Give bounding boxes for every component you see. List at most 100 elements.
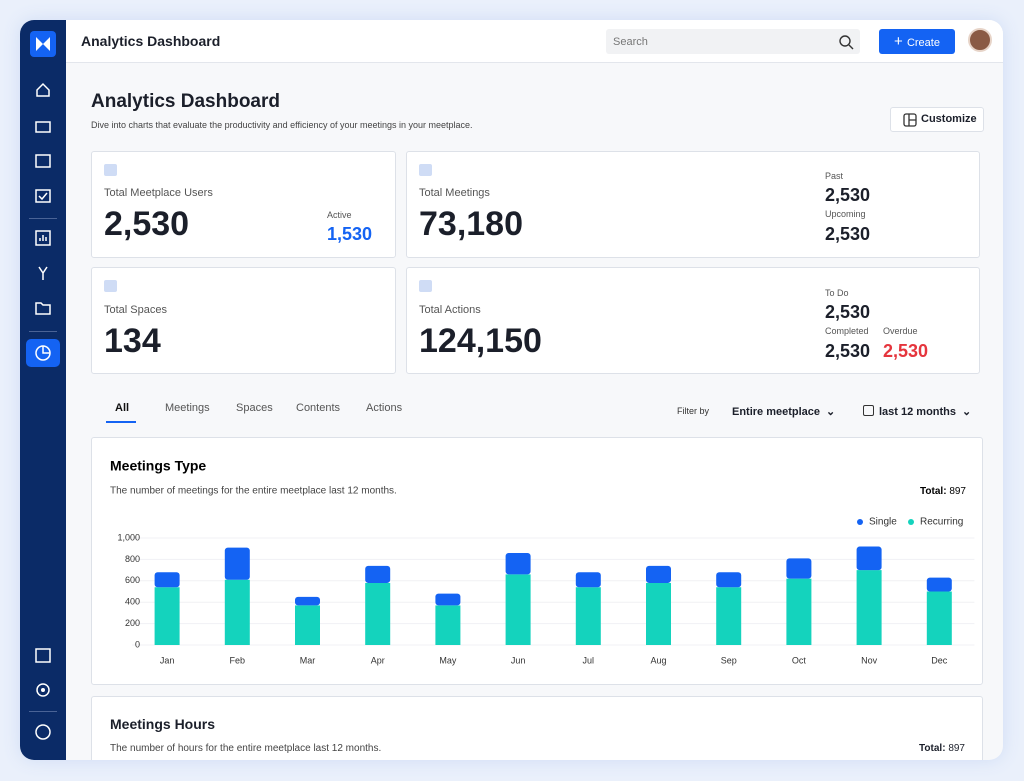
bar-segment bbox=[575, 572, 601, 588]
nav-settings[interactable] bbox=[31, 678, 55, 702]
x-tick-label: May bbox=[439, 655, 457, 665]
period-dropdown[interactable]: last 12 months ⌄ bbox=[863, 405, 971, 418]
bar-segment bbox=[295, 605, 320, 645]
customize-label: Customize bbox=[921, 113, 977, 125]
nav-help[interactable] bbox=[31, 720, 55, 744]
panel-subtitle: The number of hours for the entire meetp… bbox=[110, 743, 382, 754]
stat-value: 2,530 bbox=[104, 205, 190, 243]
header-title: Analytics Dashboard bbox=[81, 33, 221, 49]
stat-label: Total Meetplace Users bbox=[104, 187, 213, 199]
period-value: last 12 months bbox=[879, 406, 957, 418]
nav-store[interactable] bbox=[31, 643, 55, 667]
x-tick-label: Nov bbox=[861, 655, 878, 665]
total-label: Total: bbox=[920, 486, 946, 497]
bar-segment bbox=[716, 587, 742, 645]
y-tick-label: 200 bbox=[125, 618, 140, 628]
bar-segment bbox=[154, 587, 180, 645]
bar-segment bbox=[716, 572, 742, 588]
bar-segment bbox=[224, 547, 250, 580]
customize-icon bbox=[903, 113, 917, 127]
total-label: Total: bbox=[919, 743, 946, 754]
stat-card-meetings: Total Meetings 73,180 Past 2,530 Upcomin… bbox=[406, 151, 980, 258]
bar-segment bbox=[365, 565, 391, 583]
todo-label: To Do bbox=[825, 288, 849, 298]
past-label: Past bbox=[825, 171, 844, 181]
card-icon bbox=[104, 164, 117, 176]
stat-card-actions: Total Actions 124,150 To Do 2,530 Comple… bbox=[406, 267, 980, 374]
upcoming-value: 2,530 bbox=[825, 224, 871, 244]
x-tick-label: Apr bbox=[371, 655, 385, 665]
upcoming-label: Upcoming bbox=[825, 209, 866, 219]
bar-segment bbox=[786, 558, 812, 579]
tab[interactable]: Spaces bbox=[236, 402, 273, 414]
customize-button[interactable]: Customize bbox=[890, 107, 984, 132]
x-tick-label: Aug bbox=[650, 655, 666, 665]
stat-card-users: Total Meetplace Users 2,530 Active 1,530 bbox=[91, 151, 396, 258]
bar-segment bbox=[926, 577, 952, 592]
bar-segment bbox=[154, 572, 180, 588]
chart-total: Total: 897 bbox=[920, 486, 966, 497]
app-frame: Analytics Dashboard Search + Create Anal… bbox=[20, 20, 1003, 760]
tab[interactable]: Contents bbox=[296, 402, 341, 414]
x-tick-label: Jan bbox=[160, 655, 175, 665]
nav-spaces[interactable] bbox=[31, 114, 55, 138]
nav-calendar[interactable] bbox=[31, 149, 55, 173]
nav-files[interactable] bbox=[31, 296, 55, 320]
tab[interactable]: Actions bbox=[366, 402, 403, 414]
x-tick-label: Jun bbox=[511, 655, 526, 665]
page-title: Analytics Dashboard bbox=[91, 91, 280, 112]
separator bbox=[29, 331, 57, 332]
search-box[interactable]: Search bbox=[606, 29, 860, 54]
panel-total: Total: 897 bbox=[919, 743, 965, 754]
search-icon bbox=[839, 35, 854, 50]
chevron: ⌄ bbox=[826, 406, 836, 418]
nav-flows[interactable] bbox=[31, 261, 55, 285]
legend-swatch bbox=[857, 519, 863, 525]
card-icon bbox=[419, 164, 432, 176]
separator bbox=[29, 218, 57, 219]
calendar-icon bbox=[863, 405, 874, 416]
legend-swatch bbox=[908, 519, 914, 525]
nav-reports[interactable] bbox=[31, 226, 55, 250]
bar-segment bbox=[224, 579, 250, 645]
logo[interactable] bbox=[30, 31, 56, 57]
scope-value: Entire meetplace bbox=[732, 406, 821, 418]
logo-icon bbox=[36, 37, 50, 51]
stat-value: 134 bbox=[104, 322, 161, 360]
stat-label: Total Meetings bbox=[419, 187, 490, 199]
scope-dropdown[interactable]: Entire meetplace ⌄ bbox=[732, 405, 835, 418]
tab-active[interactable]: All bbox=[115, 402, 130, 414]
stat-label: Total Spaces bbox=[104, 304, 167, 316]
nav-tasks[interactable] bbox=[31, 184, 55, 208]
bar-segment bbox=[575, 587, 601, 645]
tab[interactable]: Meetings bbox=[165, 402, 210, 414]
y-tick-label: 400 bbox=[125, 597, 140, 607]
filter-label: Filter by bbox=[677, 406, 710, 416]
x-tick-label: Mar bbox=[300, 655, 316, 665]
bar-segment bbox=[435, 605, 461, 645]
legend-label: Recurring bbox=[920, 517, 963, 528]
total-value: 897 bbox=[948, 743, 965, 754]
completed-value: 2,530 bbox=[825, 341, 871, 361]
todo-value: 2,530 bbox=[825, 302, 871, 322]
y-tick-label: 800 bbox=[125, 554, 140, 564]
chart-card: Meetings Type The number of meetings for… bbox=[91, 437, 983, 685]
active-label: Active bbox=[327, 210, 352, 220]
create-button[interactable]: + Create bbox=[879, 29, 955, 54]
active-value: 1,530 bbox=[327, 224, 373, 244]
create-label: Create bbox=[906, 37, 940, 49]
nav-analytics[interactable] bbox=[26, 339, 60, 367]
chart-title: Meetings Type bbox=[110, 458, 206, 474]
bar-segment bbox=[435, 593, 461, 606]
bar-segment bbox=[646, 565, 671, 583]
page-description: Dive into charts that evaluate the produ… bbox=[91, 120, 473, 130]
top-bar: Analytics Dashboard Search + Create bbox=[66, 20, 1003, 63]
stat-value: 124,150 bbox=[419, 322, 542, 360]
chart: Meetings Type The number of meetings for… bbox=[110, 458, 975, 665]
tab-indicator bbox=[106, 421, 136, 423]
plus-icon: + bbox=[894, 33, 907, 50]
x-tick-label: Sep bbox=[721, 655, 737, 665]
nav-home[interactable] bbox=[31, 78, 55, 102]
avatar[interactable] bbox=[968, 28, 992, 52]
